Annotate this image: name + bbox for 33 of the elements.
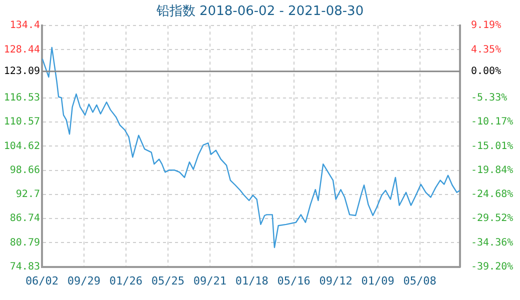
y2-tick-label: -15.01%: [471, 140, 514, 152]
y-tick-label: 98.66: [10, 164, 40, 176]
y-tick-label: 80.79: [10, 237, 40, 248]
x-tick-label: 09/29: [67, 274, 101, 288]
x-tick-label: 05/25: [151, 274, 184, 288]
x-tick-label: 09/21: [193, 274, 226, 288]
x-tick-label: 05/16: [277, 274, 310, 288]
y2-tick-label: 0.00%: [471, 66, 502, 77]
y-tick-label: 92.7: [16, 189, 40, 200]
x-tick-label: 01/09: [361, 274, 394, 288]
y2-tick-label: -10.17%: [471, 116, 514, 128]
y-tick-label: 134.4: [10, 20, 40, 32]
y2-tick-label: -39.20%: [471, 261, 514, 272]
y-tick-label: 104.62: [4, 140, 40, 152]
y2-tick-label: -29.52%: [471, 213, 514, 224]
y-tick-label: 74.83: [10, 261, 40, 272]
y2-tick-label: -19.84%: [471, 164, 514, 176]
chart-title: 铅指数 2018-06-02 - 2021-08-30: [155, 4, 364, 20]
y2-tick-label: -5.33%: [471, 92, 508, 104]
y2-tick-label: -34.36%: [471, 237, 514, 248]
x-tick-label: 09/12: [319, 274, 352, 288]
y-tick-label: 86.74: [10, 213, 40, 224]
y2-tick-label: 4.35%: [471, 44, 502, 56]
x-tick-label: 01/26: [109, 274, 143, 288]
y-tick-label: 110.57: [4, 116, 40, 128]
y-tick-label: 123.09: [4, 66, 40, 77]
x-tick-label: 01/18: [235, 274, 268, 288]
y2-tick-label: 9.19%: [471, 20, 502, 32]
x-tick-label: 06/02: [25, 274, 59, 288]
y-tick-label: 128.44: [4, 44, 40, 56]
x-tick-label: 05/08: [403, 274, 436, 288]
y2-tick-label: -24.68%: [471, 189, 514, 200]
y-tick-label: 116.53: [4, 92, 40, 104]
